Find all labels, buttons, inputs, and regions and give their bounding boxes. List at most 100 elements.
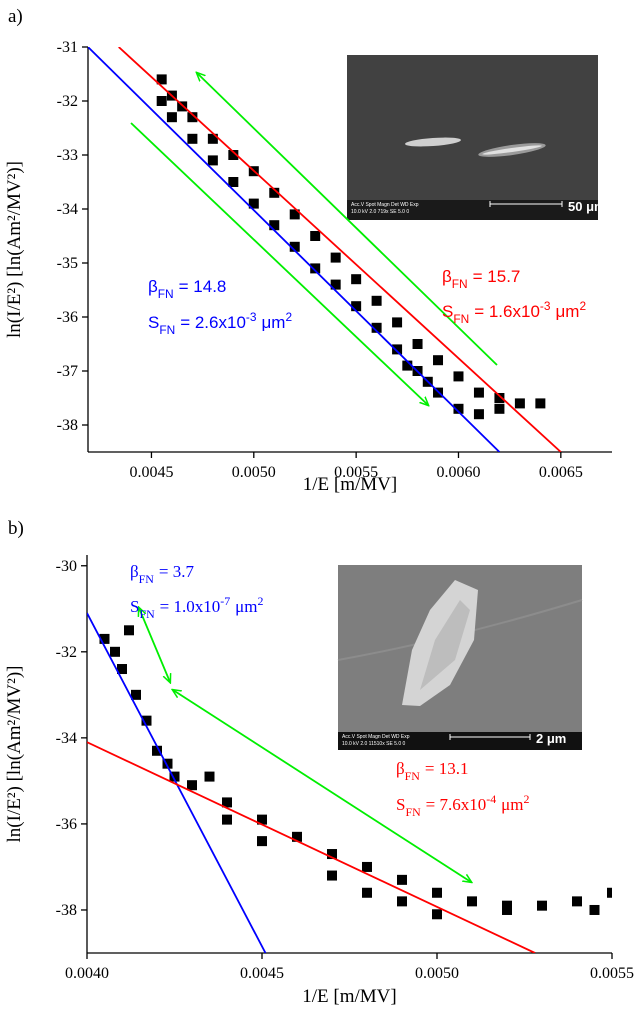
- annotation: SFN = 1.6x10-3 μm2: [442, 299, 586, 326]
- data-point: [351, 274, 362, 285]
- data-point: [169, 771, 180, 782]
- annotation-part: FN: [139, 607, 155, 621]
- data-point: [572, 896, 582, 907]
- annotation-part: = 1.0x10: [160, 597, 221, 616]
- annotation-part: -3: [540, 299, 551, 313]
- data-point: [166, 112, 177, 123]
- annotation-part: S: [130, 597, 139, 616]
- annotation-part: = 13.1: [425, 759, 469, 778]
- annotation: βFN = 3.7: [130, 562, 194, 586]
- annotation-part: FN: [405, 805, 421, 819]
- x-tick-label: 0.0060: [436, 464, 480, 481]
- data-point: [269, 187, 280, 198]
- annotation-part: β: [442, 267, 452, 286]
- x-tick-label: 0.0040: [65, 965, 109, 982]
- y-tick-label: -33: [57, 147, 78, 164]
- data-point: [99, 633, 110, 644]
- fit-line: [88, 47, 501, 452]
- data-point: [432, 909, 442, 920]
- annotation-part: μm: [235, 597, 257, 616]
- data-point: [371, 322, 382, 333]
- fit-line: [118, 47, 562, 452]
- y-axis-label: ln(I/E²) [ln(Am²/MV²)]: [4, 161, 25, 338]
- annotation-part: S: [396, 795, 405, 814]
- annotation-part: = 7.6x10: [426, 795, 487, 814]
- inset-info: Acc.V Spot Magn Det WD Exp: [342, 734, 410, 740]
- inset-info: Acc.V Spot Magn Det WD Exp: [351, 202, 419, 208]
- y-axis-label: ln(I/E²) [ln(Am²/MV²)]: [4, 666, 25, 843]
- panel-label: b): [8, 518, 24, 539]
- data-point: [494, 403, 505, 414]
- x-tick-label: 0.0045: [129, 464, 173, 481]
- annotation-part: β: [130, 562, 139, 581]
- annotation-part: = 15.7: [473, 267, 521, 286]
- x-tick-label: 0.0045: [240, 965, 284, 982]
- data-point: [473, 409, 484, 420]
- data-point: [467, 896, 477, 907]
- data-point: [473, 387, 484, 398]
- x-axis-label: 1/E [m/MV]: [303, 474, 397, 495]
- arrows: [130, 73, 498, 882]
- annotation-part: FN: [159, 323, 175, 337]
- annotation-part: FN: [453, 312, 469, 326]
- data-point: [141, 715, 152, 726]
- annotation-part: FN: [158, 287, 174, 301]
- data-point: [269, 220, 280, 231]
- data-point: [222, 797, 232, 808]
- annotation-part: = 3.7: [159, 562, 195, 581]
- y-tick-label: -30: [56, 558, 77, 575]
- data-point: [327, 870, 337, 881]
- data-point: [502, 904, 512, 915]
- annotation-part: = 14.8: [179, 277, 227, 296]
- y-tick-label: -35: [57, 255, 78, 272]
- annotation-part: 2: [258, 594, 264, 608]
- data-point: [289, 209, 300, 220]
- data-point: [156, 74, 167, 85]
- annotation-part: -4: [486, 792, 496, 806]
- annotation-part: μm: [261, 313, 285, 332]
- data-point: [351, 301, 362, 312]
- data-point: [392, 317, 403, 328]
- data-point: [310, 231, 321, 241]
- data-point: [228, 150, 239, 160]
- annotation-part: 2: [524, 792, 530, 806]
- inset-info: 10.0 kV 2.0 11510x SE 5.0 0: [342, 741, 406, 747]
- inset-image: [347, 55, 598, 220]
- annotation: βFN = 15.7: [442, 267, 520, 291]
- data-point: [222, 814, 232, 825]
- data-point: [371, 295, 382, 306]
- data-point: [607, 887, 612, 898]
- points: [99, 625, 612, 920]
- annotation-part: FN: [405, 769, 421, 783]
- annotation-part: S: [442, 302, 453, 321]
- y-tick-label: -38: [56, 902, 77, 919]
- y-tick-label: -34: [56, 730, 77, 747]
- y-tick-label: -37: [57, 363, 78, 380]
- x-tick-label: 0.0065: [539, 464, 583, 481]
- annotation-part: -3: [246, 310, 257, 324]
- data-point: [124, 625, 134, 636]
- data-point: [402, 360, 413, 371]
- y-tick-label: -38: [57, 417, 78, 434]
- annotation: SFN = 2.6x10-3 μm2: [148, 310, 292, 337]
- annotation-part: S: [148, 313, 159, 332]
- y-tick-label: -32: [56, 644, 77, 661]
- data-point: [494, 393, 505, 403]
- annotation-part: -7: [220, 594, 230, 608]
- data-point: [110, 646, 120, 657]
- data-point: [257, 836, 267, 847]
- data-point: [228, 177, 239, 187]
- annotation-part: FN: [139, 572, 155, 586]
- data-point: [362, 861, 372, 872]
- data-point: [514, 398, 525, 409]
- data-point: [453, 371, 464, 382]
- x-tick-label: 0.0055: [590, 965, 634, 982]
- data-point: [453, 403, 464, 414]
- x-tick-label: 0.0055: [334, 464, 378, 481]
- data-point: [248, 198, 259, 209]
- y-tick-label: -36: [56, 816, 77, 833]
- data-point: [152, 745, 162, 756]
- data-point: [292, 831, 302, 842]
- fit-line: [87, 612, 267, 953]
